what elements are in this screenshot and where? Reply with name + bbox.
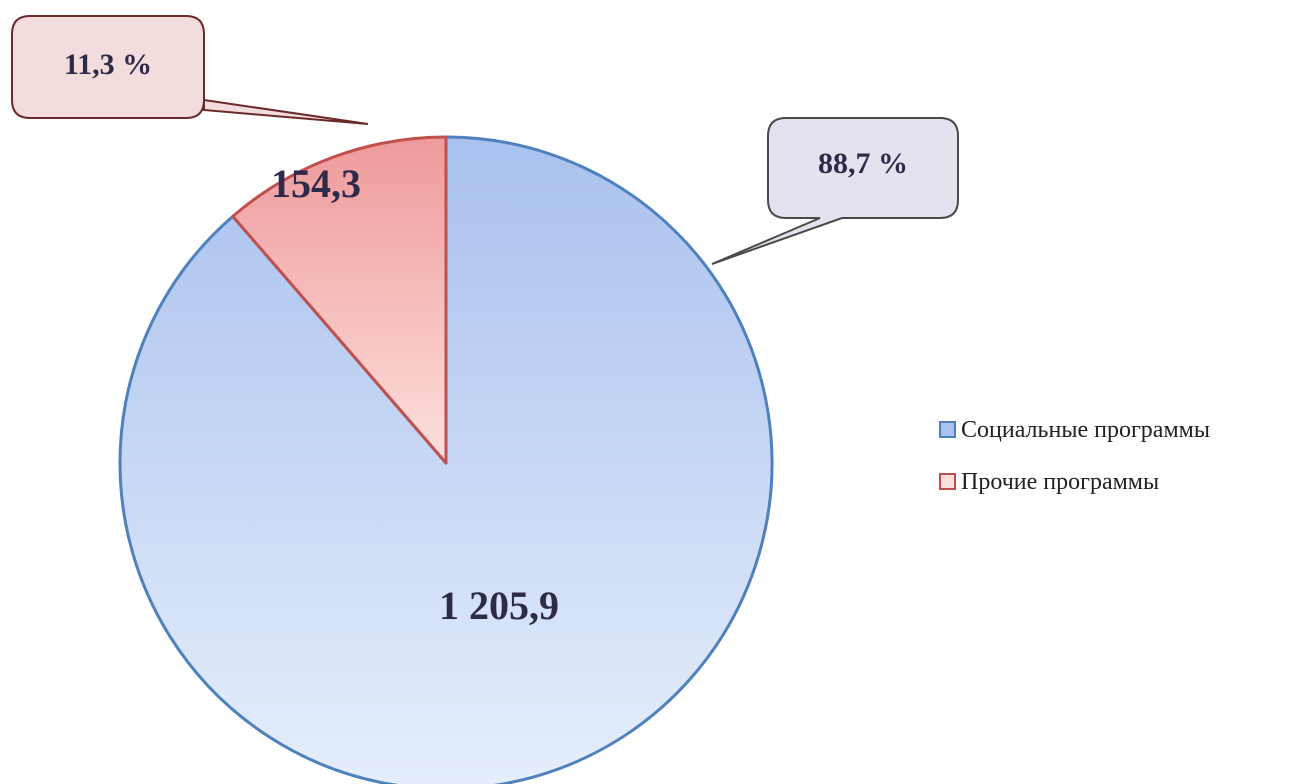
- slice-label-other: 154,3: [271, 161, 361, 206]
- slice-label-social: 1 205,9: [439, 583, 559, 628]
- legend-label-social: Социальные программы: [961, 417, 1210, 443]
- legend: Социальные программы Прочие программы: [939, 417, 1210, 495]
- legend-label-other: Прочие программы: [961, 469, 1159, 495]
- pie-slice-other: [231, 135, 448, 465]
- legend-swatch-other: [939, 473, 956, 490]
- callout-social-percent: 88,7 %: [818, 147, 908, 180]
- callout-other-percent: 11,3 %: [64, 48, 152, 81]
- callout-other: 11,3 %: [11, 15, 369, 125]
- callout-social: 88,7 %: [711, 117, 959, 265]
- callout-other-box: [11, 15, 369, 125]
- legend-item-other: Прочие программы: [939, 469, 1159, 495]
- legend-item-social: Социальные программы: [939, 417, 1210, 443]
- legend-swatch-social: [939, 421, 956, 438]
- callout-social-box: [711, 117, 959, 265]
- pie-slices: [118, 135, 774, 784]
